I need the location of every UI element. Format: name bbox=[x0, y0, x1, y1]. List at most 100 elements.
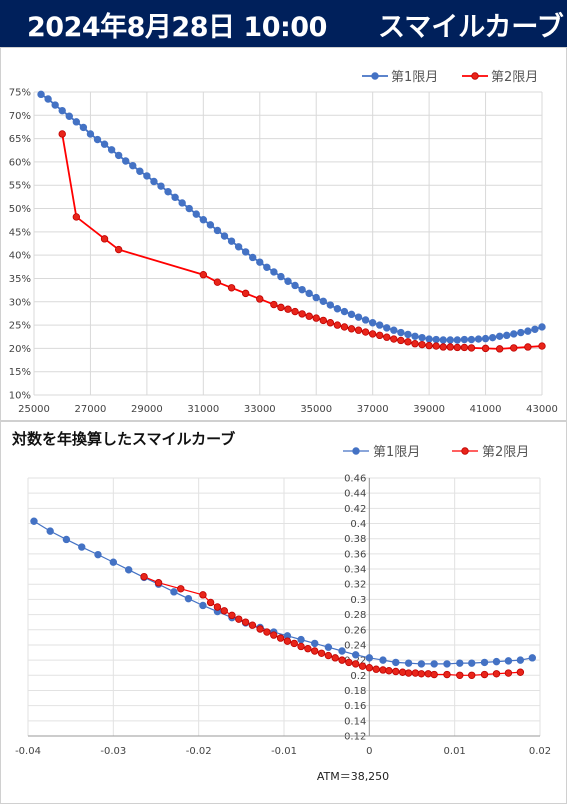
y-tick-label: 0.14 bbox=[344, 716, 366, 727]
y-tick-label: 0.12 bbox=[344, 732, 366, 743]
data-point-series-2 bbox=[418, 340, 426, 349]
y-tick-label: 0.18 bbox=[344, 686, 366, 697]
data-point-series-1 bbox=[227, 237, 236, 245]
data-point-series-2 bbox=[383, 333, 391, 341]
data-point-series-1 bbox=[333, 305, 342, 313]
data-point-series-1 bbox=[504, 657, 513, 665]
data-point-series-2 bbox=[404, 338, 412, 346]
data-point-series-2 bbox=[504, 669, 513, 677]
data-point-series-2 bbox=[524, 343, 532, 351]
data-point-series-2 bbox=[468, 671, 476, 679]
data-point-series-2 bbox=[430, 670, 438, 679]
data-point-series-1 bbox=[37, 90, 45, 99]
data-point-series-2 bbox=[467, 344, 476, 352]
data-point-series-1 bbox=[495, 332, 504, 340]
header-datetime: 2024年8月28日 10:00 bbox=[27, 12, 327, 43]
y-tick-label: 25% bbox=[9, 321, 31, 332]
data-point-series-2 bbox=[354, 326, 363, 334]
data-point-series-2 bbox=[312, 314, 320, 322]
data-point-series-1 bbox=[417, 660, 426, 668]
data-point-series-2 bbox=[290, 639, 298, 648]
x-tick-label: 0.01 bbox=[444, 746, 466, 757]
data-point-series-2 bbox=[276, 634, 285, 642]
y-tick-label: 0.34 bbox=[344, 565, 366, 576]
x-tick-label: 33000 bbox=[244, 404, 276, 415]
legend-label-1: 第1限月 bbox=[373, 445, 420, 460]
data-point-series-2 bbox=[270, 631, 278, 639]
data-point-series-1 bbox=[481, 334, 490, 343]
data-point-series-2 bbox=[492, 670, 501, 678]
series-line-1 bbox=[33, 520, 533, 665]
y-tick-label: 0.16 bbox=[344, 701, 366, 712]
data-point-series-2 bbox=[453, 343, 462, 352]
x-tick-label: 27000 bbox=[75, 404, 107, 415]
y-tick-label: 0.24 bbox=[344, 640, 366, 651]
y-tick-label: 0.28 bbox=[344, 610, 366, 621]
data-point-series-2 bbox=[411, 340, 419, 348]
x-tick-label: 0 bbox=[366, 746, 372, 757]
data-point-series-1 bbox=[468, 659, 476, 667]
data-point-series-2 bbox=[333, 321, 342, 329]
x-tick-label: 35000 bbox=[300, 404, 332, 415]
data-point-series-2 bbox=[228, 611, 236, 620]
data-point-series-1 bbox=[319, 297, 327, 306]
data-point-series-2 bbox=[248, 621, 257, 629]
y-tick-label: 0.2 bbox=[350, 671, 366, 682]
data-point-series-1 bbox=[326, 301, 335, 309]
data-point-series-2 bbox=[58, 130, 66, 138]
data-point-series-2 bbox=[199, 591, 207, 599]
data-point-series-1 bbox=[305, 289, 313, 298]
legend-label-1: 第1限月 bbox=[391, 70, 438, 85]
data-point-series-2 bbox=[311, 647, 319, 655]
data-point-series-1 bbox=[430, 660, 438, 668]
data-point-series-1 bbox=[256, 258, 264, 266]
data-point-series-1 bbox=[241, 248, 250, 256]
data-point-series-1 bbox=[488, 333, 497, 342]
data-point-series-1 bbox=[338, 647, 346, 655]
data-point-series-1 bbox=[220, 232, 229, 240]
legend-marker-1 bbox=[371, 72, 379, 80]
data-point-series-1 bbox=[354, 313, 363, 321]
data-point-series-1 bbox=[107, 146, 116, 154]
y-tick-label: 45% bbox=[9, 227, 31, 238]
data-point-series-1 bbox=[528, 654, 537, 662]
data-point-series-1 bbox=[170, 588, 178, 596]
data-point-series-2 bbox=[481, 344, 490, 353]
data-point-series-2 bbox=[460, 343, 469, 352]
data-point-series-1 bbox=[178, 199, 186, 207]
y-tick-label: 60% bbox=[9, 157, 31, 168]
data-point-series-2 bbox=[443, 670, 451, 679]
data-point-series-1 bbox=[397, 328, 405, 337]
data-point-series-1 bbox=[46, 527, 54, 535]
data-point-series-1 bbox=[443, 660, 451, 668]
data-point-series-2 bbox=[495, 345, 504, 353]
data-point-series-2 bbox=[439, 343, 447, 351]
data-point-series-1 bbox=[404, 330, 412, 339]
data-point-series-1 bbox=[456, 659, 464, 667]
data-point-series-2 bbox=[372, 665, 380, 673]
legend-marker-1 bbox=[352, 447, 360, 455]
data-point-series-1 bbox=[270, 268, 278, 276]
data-point-series-2 bbox=[358, 662, 367, 670]
data-point-series-2 bbox=[317, 649, 326, 657]
data-point-series-1 bbox=[390, 326, 398, 334]
y-tick-label: 40% bbox=[9, 251, 31, 262]
data-point-series-1 bbox=[531, 325, 539, 333]
data-point-series-2 bbox=[365, 664, 374, 672]
data-point-series-2 bbox=[376, 331, 384, 340]
x-tick-label: 31000 bbox=[187, 404, 219, 415]
data-point-series-1 bbox=[298, 285, 306, 294]
data-point-series-1 bbox=[312, 293, 320, 302]
y-tick-label: 0.3 bbox=[350, 595, 366, 606]
legend-marker-2 bbox=[461, 447, 469, 455]
data-point-series-2 bbox=[424, 670, 432, 678]
data-point-series-1 bbox=[368, 319, 377, 327]
data-point-series-1 bbox=[93, 135, 102, 144]
data-point-series-2 bbox=[277, 303, 285, 312]
data-point-series-1 bbox=[100, 140, 109, 148]
data-point-series-2 bbox=[199, 271, 208, 279]
data-point-series-2 bbox=[284, 305, 292, 313]
x-tick-label: 37000 bbox=[357, 404, 389, 415]
data-point-series-1 bbox=[185, 204, 193, 213]
